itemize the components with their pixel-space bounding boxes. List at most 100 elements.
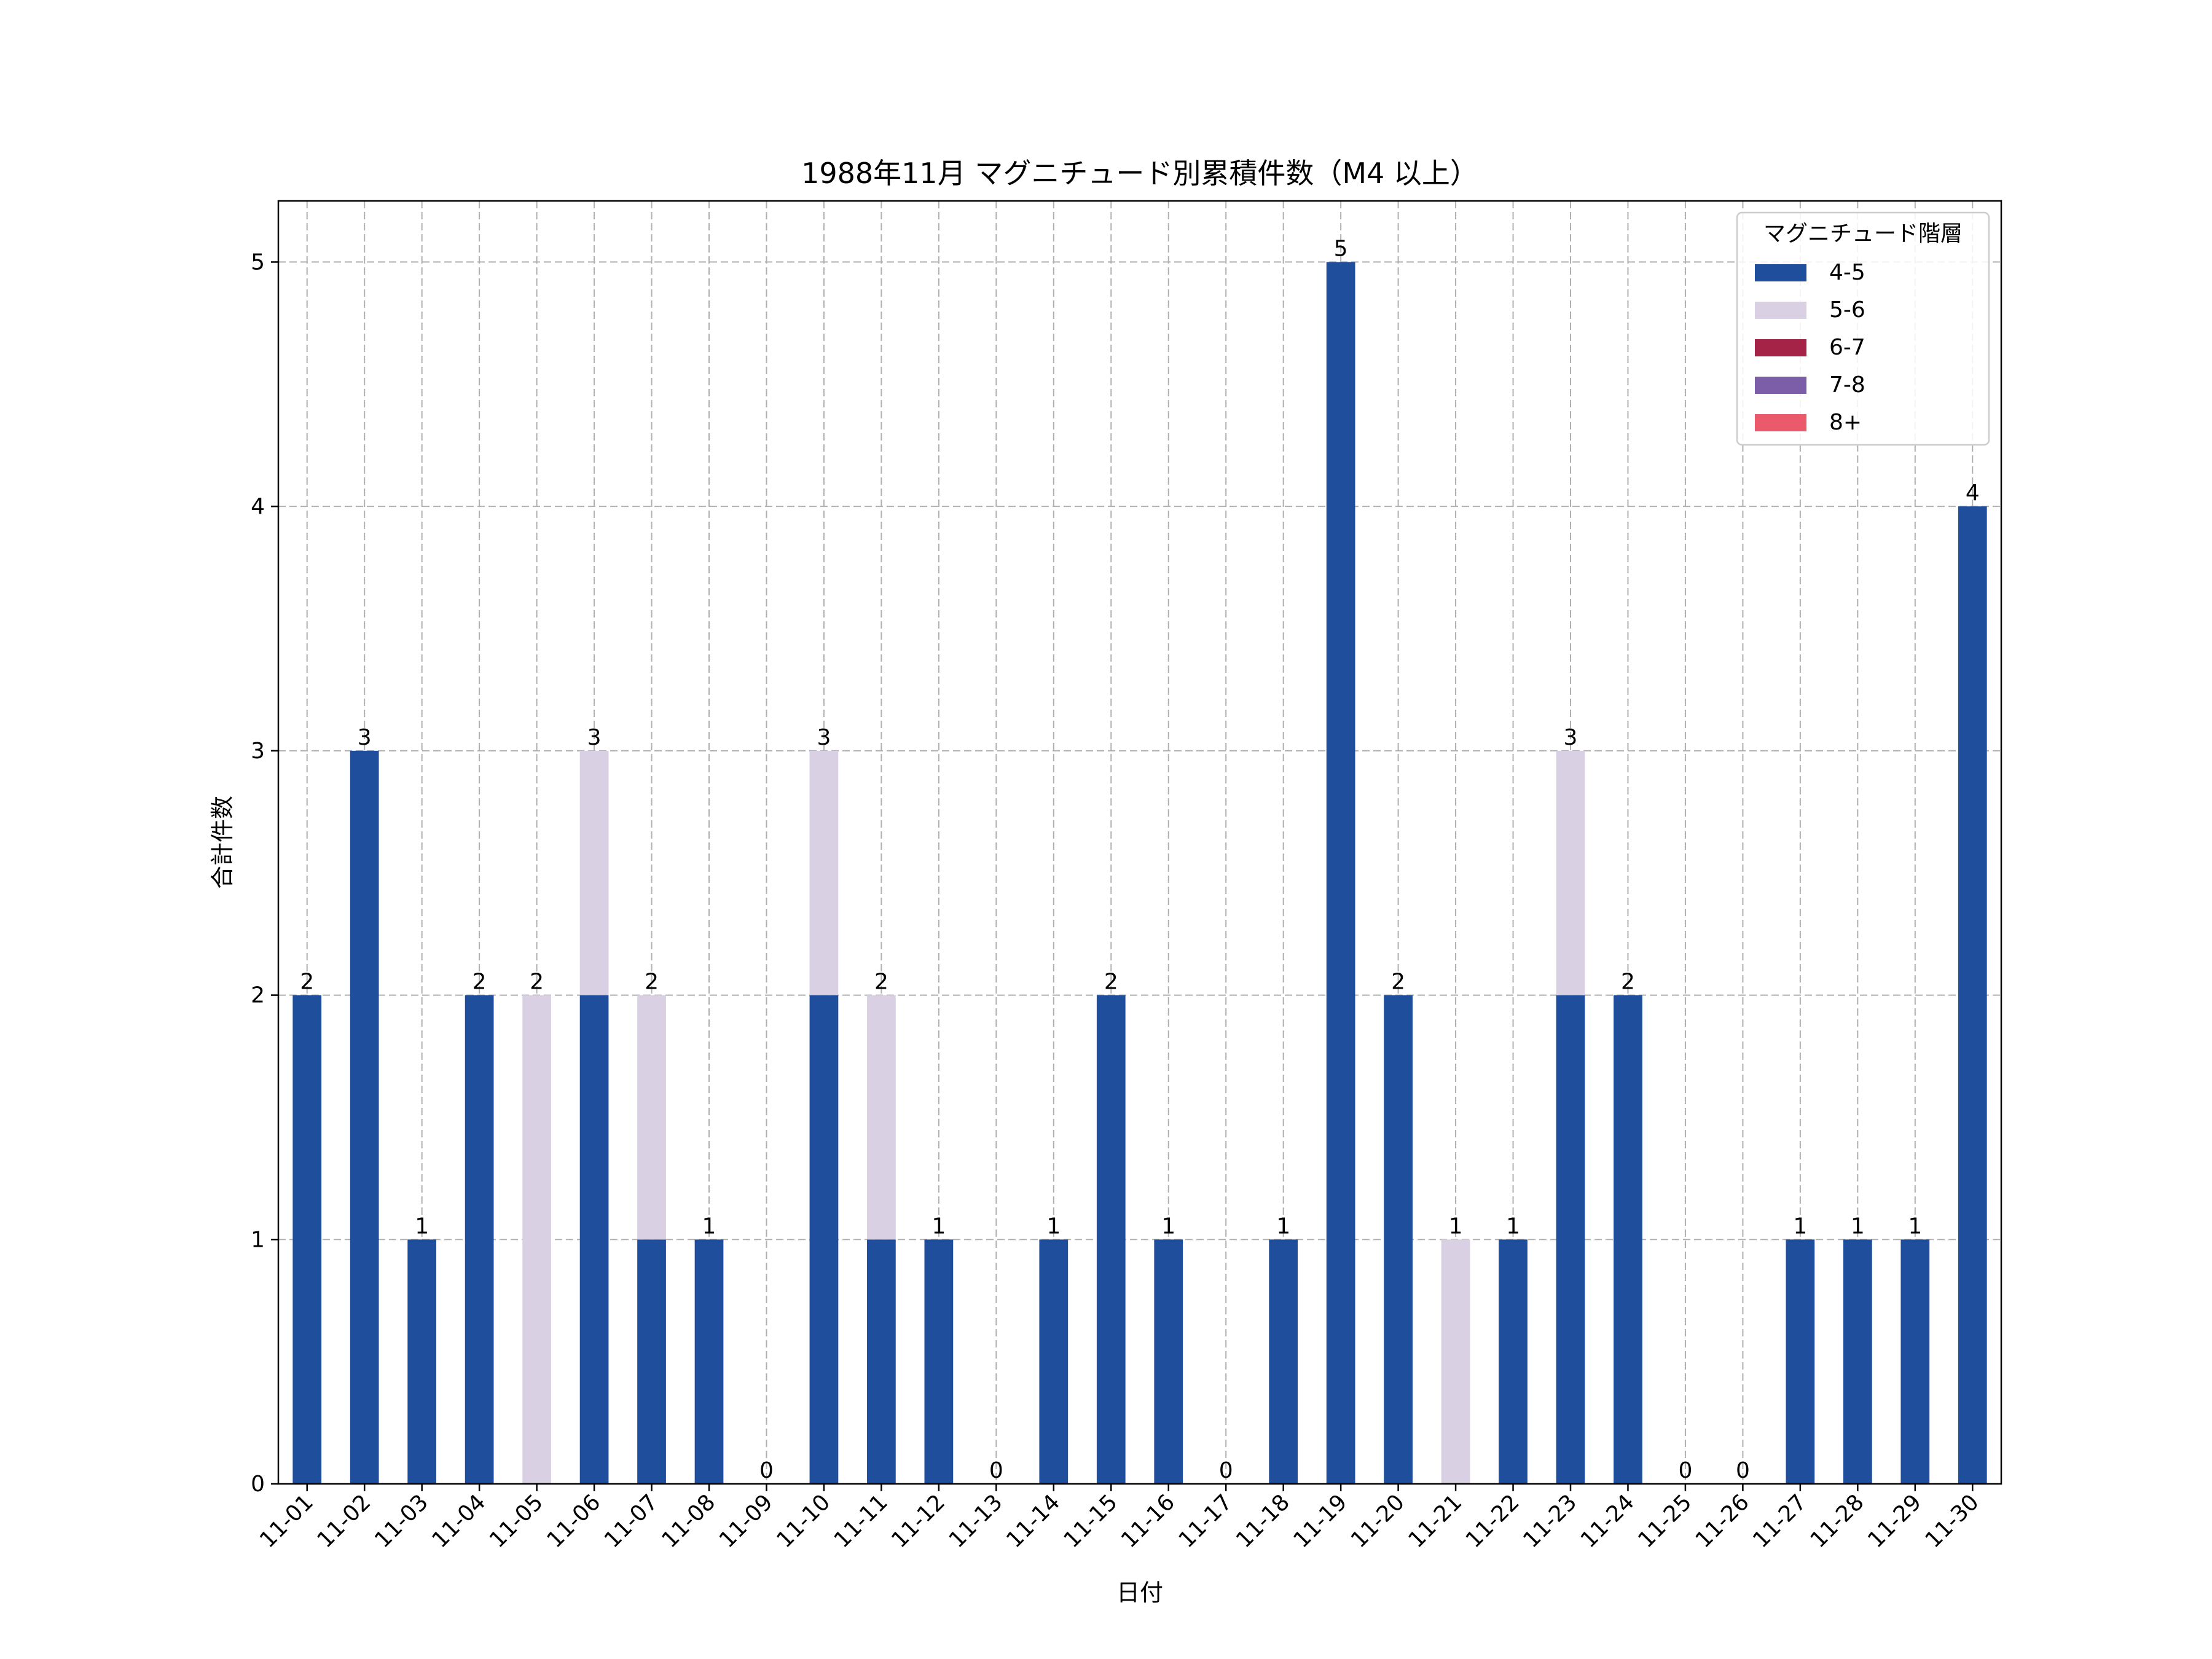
- bar-total-label: 0: [759, 1458, 774, 1483]
- x-tick-label: 11-09: [715, 1489, 778, 1553]
- y-axis: 0 1 2 3 4 5: [251, 249, 278, 1497]
- chart-title: 1988年11月 マグニチュード別累積件数（M4 以上）: [801, 157, 1478, 190]
- x-tick-label: 11-07: [600, 1489, 663, 1553]
- x-tick-label: 11-23: [1518, 1489, 1582, 1553]
- bar-segment: [924, 1239, 954, 1484]
- legend-label: 7-8: [1829, 372, 1865, 398]
- x-tick-label: 11-27: [1748, 1489, 1811, 1553]
- x-tick-label: 11-08: [657, 1489, 720, 1553]
- bar-total-label: 0: [989, 1458, 1003, 1483]
- y-tick-label: 5: [251, 249, 265, 275]
- bar-segment: [1900, 1239, 1930, 1484]
- x-tick-label: 11-21: [1403, 1489, 1467, 1553]
- bar-total-label: 4: [1966, 480, 1980, 506]
- x-tick-label: 11-24: [1576, 1489, 1639, 1553]
- bar-total-label: 2: [1391, 970, 1405, 995]
- bar-segment: [350, 750, 379, 1484]
- x-tick-label: 11-10: [772, 1489, 835, 1553]
- y-tick-label: 3: [251, 739, 265, 764]
- bar-segment: [694, 1239, 724, 1484]
- bar-total-label: 1: [1449, 1214, 1463, 1239]
- legend-swatch: [1755, 339, 1806, 356]
- legend-label: 5-6: [1829, 297, 1865, 323]
- y-tick-label: 1: [251, 1227, 265, 1252]
- x-axis: 11-0111-0211-0311-0411-0511-0611-0711-08…: [255, 1484, 1984, 1553]
- x-tick-label: 11-06: [542, 1489, 605, 1553]
- x-tick-label: 11-20: [1346, 1489, 1410, 1553]
- bar-total-label: 2: [530, 970, 544, 995]
- x-tick-label: 11-30: [1921, 1489, 1984, 1553]
- x-tick-label: 11-28: [1806, 1489, 1869, 1553]
- bar-total-label: 1: [1851, 1214, 1865, 1239]
- y-axis-title: 合計件数: [209, 796, 236, 889]
- bar-segment: [1326, 262, 1355, 1484]
- bar-total-label: 1: [1506, 1214, 1520, 1239]
- x-tick-label: 11-19: [1289, 1489, 1352, 1553]
- legend: マグニチュード階層 4-5 5-6 6-7 7-8 8+: [1736, 211, 1990, 446]
- legend-title: マグニチュード階層: [1763, 221, 1963, 246]
- bar-segment: [465, 995, 494, 1484]
- bar-total-label: 1: [1793, 1214, 1807, 1239]
- bar-total-label: 5: [1334, 236, 1348, 261]
- bar-segment: [867, 995, 896, 1240]
- x-tick-label: 11-03: [370, 1489, 433, 1553]
- bar-segment: [579, 750, 609, 995]
- bar-segment: [637, 995, 666, 1240]
- bar-total-label: 1: [1276, 1214, 1290, 1239]
- bar-value-labels: 2 3 1 2 2 3 2 1 0 3 2 1 0 1 2 1 0 1 5 2 1 1 3 2 0 0 1 1 1 4: [300, 236, 1979, 1483]
- bar-segment: [1096, 995, 1126, 1484]
- legend-label: 8+: [1829, 410, 1862, 435]
- bar-segment: [809, 995, 839, 1484]
- bar-total-label: 2: [473, 970, 487, 995]
- x-tick-label: 11-02: [313, 1489, 376, 1553]
- bar-total-label: 1: [415, 1214, 429, 1239]
- bar-total-label: 2: [1621, 970, 1635, 995]
- bar-total-label: 3: [1564, 725, 1578, 750]
- y-tick-label: 2: [251, 983, 265, 1008]
- bar-segment: [292, 995, 322, 1484]
- x-tick-label: 11-25: [1633, 1489, 1696, 1553]
- x-tick-label: 11-22: [1461, 1489, 1524, 1553]
- legend-label: 4-5: [1829, 260, 1865, 285]
- bar-total-label: 0: [1678, 1458, 1692, 1483]
- bar-total-label: 2: [874, 970, 888, 995]
- legend-swatch: [1755, 377, 1806, 394]
- bar-total-label: 1: [702, 1214, 716, 1239]
- x-tick-label: 11-29: [1863, 1489, 1926, 1553]
- bar-segment: [1441, 1239, 1470, 1484]
- bar-total-label: 2: [1104, 970, 1118, 995]
- x-tick-label: 11-26: [1691, 1489, 1754, 1553]
- x-tick-label: 11-05: [485, 1489, 548, 1553]
- bar-total-label: 1: [1908, 1214, 1922, 1239]
- x-tick-label: 11-11: [830, 1489, 893, 1553]
- bar-total-label: 1: [1046, 1214, 1061, 1239]
- bar-segment: [1269, 1239, 1298, 1484]
- x-tick-label: 11-04: [428, 1489, 491, 1553]
- bar-segment: [1556, 995, 1585, 1484]
- bar-segment: [579, 995, 609, 1484]
- bar-segment: [1614, 995, 1642, 1484]
- x-tick-label: 11-18: [1231, 1489, 1295, 1553]
- legend-label: 6-7: [1829, 335, 1865, 360]
- bar-segment: [1958, 506, 1987, 1484]
- legend-items: 4-5 5-6 6-7 7-8 8+: [1755, 260, 1865, 435]
- bar-segment: [1556, 750, 1585, 995]
- y-tick-label: 4: [251, 494, 265, 519]
- y-tick-label: 0: [251, 1472, 265, 1497]
- bar-segment: [522, 995, 551, 1484]
- bars-layer: [292, 262, 1987, 1484]
- bar-total-label: 3: [817, 725, 831, 750]
- bar-total-label: 2: [645, 970, 659, 995]
- bar-segment: [1384, 995, 1413, 1484]
- bar-total-label: 0: [1219, 1458, 1233, 1483]
- bar-segment: [1786, 1239, 1815, 1484]
- x-tick-label: 11-13: [944, 1489, 1008, 1553]
- bar-total-label: 1: [1161, 1214, 1175, 1239]
- legend-swatch: [1755, 264, 1806, 281]
- legend-swatch: [1755, 414, 1806, 431]
- plot-frame: [277, 200, 2002, 1485]
- x-tick-label: 11-12: [887, 1489, 950, 1553]
- x-tick-label: 11-01: [255, 1489, 318, 1553]
